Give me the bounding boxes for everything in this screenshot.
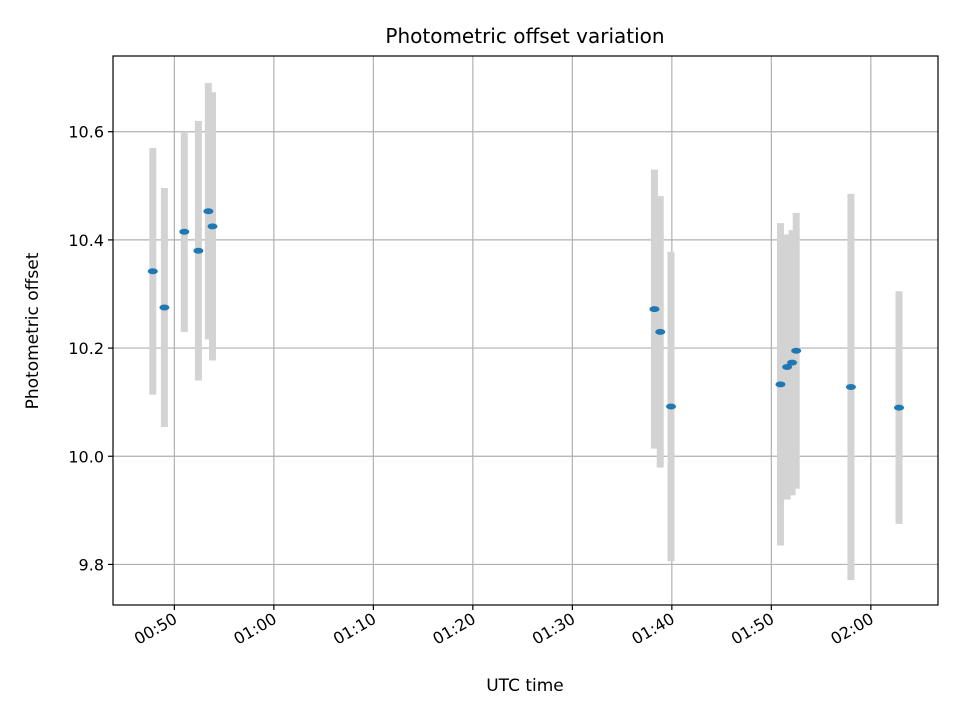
chart-title: Photometric offset variation [385, 24, 664, 48]
data-point [193, 247, 204, 254]
y-tick-label: 10.4 [68, 231, 104, 250]
y-tick-label: 10.2 [68, 339, 104, 358]
markers [147, 208, 905, 411]
data-point [845, 384, 856, 391]
y-axis-label: Photometric offset [23, 252, 43, 409]
y-tick-label: 10.0 [68, 447, 104, 466]
data-point [666, 403, 677, 410]
data-point [655, 328, 666, 335]
data-point [894, 404, 905, 411]
data-point [787, 359, 798, 366]
data-point [775, 381, 786, 388]
data-point [791, 347, 802, 354]
data-point [649, 306, 660, 313]
data-point [782, 364, 793, 371]
data-point [147, 268, 158, 275]
y-tick-label: 10.6 [68, 123, 104, 142]
data-point [207, 223, 218, 230]
y-axis: 9.8 10.0 10.2 10.4 10.6 [68, 123, 113, 574]
x-axis-label: UTC time [486, 676, 564, 696]
data-point [159, 304, 170, 311]
data-point [179, 228, 190, 235]
y-tick-label: 9.8 [79, 555, 104, 574]
data-point [203, 208, 214, 215]
plot-frame [112, 55, 939, 606]
